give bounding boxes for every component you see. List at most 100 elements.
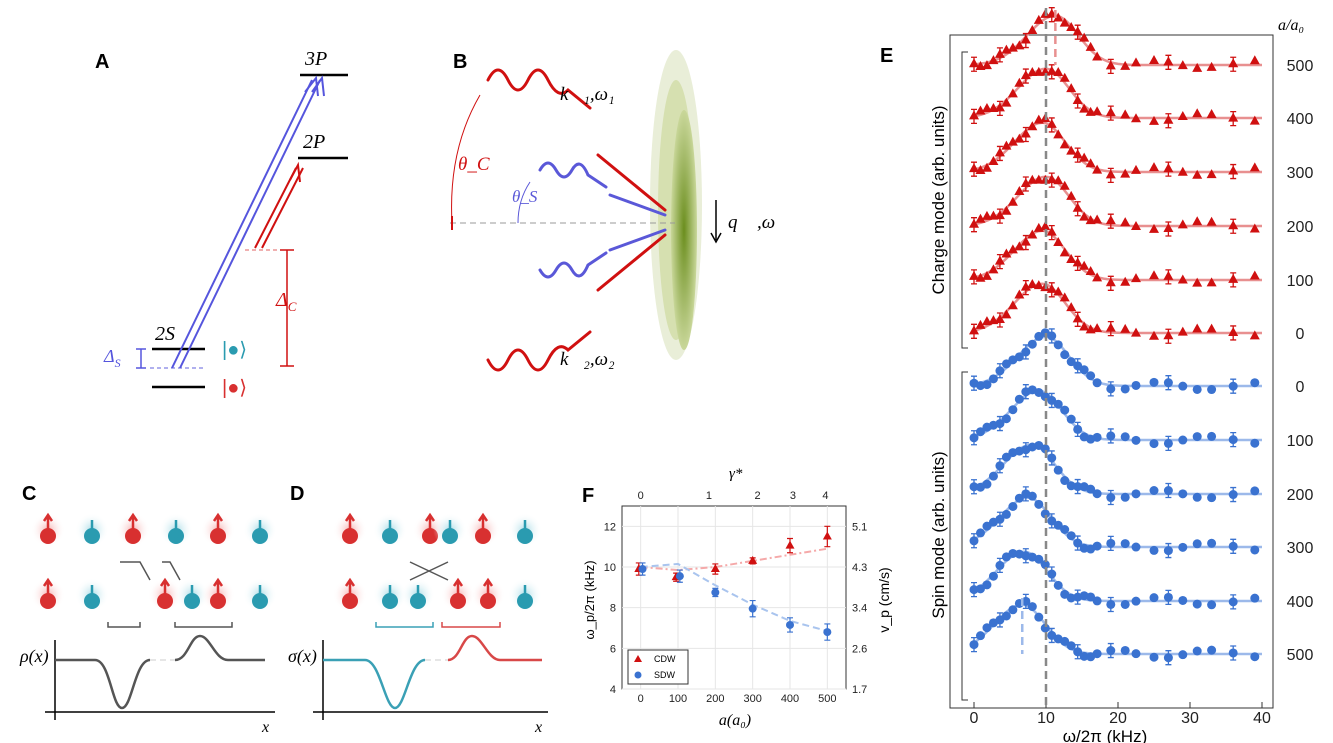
arrow-up-icon — [127, 512, 139, 532]
spin-data-point — [1207, 538, 1217, 548]
charge-data-point — [1066, 21, 1077, 31]
spin-data-point — [1027, 339, 1037, 349]
arrow-down-icon — [412, 585, 424, 605]
spin-data-point — [1163, 378, 1173, 388]
charge-data-point — [975, 105, 986, 115]
spin-data-point — [1040, 560, 1050, 570]
charge-data-point — [1066, 253, 1077, 263]
charge-data-point — [1059, 247, 1070, 257]
charge-data-point — [1072, 202, 1083, 212]
charge-data-point — [1177, 274, 1188, 284]
charge-data-point — [1053, 66, 1064, 76]
charge-data-point — [1177, 60, 1188, 70]
beam-k1-ray — [596, 153, 667, 212]
spin-data-point — [1060, 525, 1070, 535]
spin-up-atom — [480, 593, 496, 609]
spin-up-atom — [125, 528, 141, 544]
charge-data-point — [981, 210, 992, 220]
spin-data-point — [1149, 545, 1159, 555]
spin-data-point — [1086, 371, 1096, 381]
spin-data-point — [1034, 554, 1044, 564]
charge-data-point — [1033, 14, 1044, 24]
spin-data-point — [1178, 542, 1188, 552]
arrow-up-icon — [424, 512, 436, 532]
x-tick-label: 500 — [818, 693, 836, 705]
spin-bracket — [961, 371, 968, 701]
spin-data-point — [1008, 548, 1018, 558]
panel-c-label: C — [22, 483, 36, 505]
arrow-down-icon — [254, 585, 266, 605]
spin-data-point — [1106, 538, 1116, 548]
charge-data-point — [1092, 51, 1103, 61]
spin-data-point — [1053, 580, 1063, 590]
y-tick-label: 6 — [610, 643, 616, 655]
charge-data-point — [1192, 323, 1203, 333]
spin-data-point — [1008, 502, 1018, 512]
spin-data-point — [1106, 493, 1116, 503]
charge-data-point — [1131, 273, 1141, 283]
sdw-point — [823, 628, 832, 637]
spin-data-point — [982, 380, 992, 390]
charge-data-point — [1014, 241, 1025, 251]
spin-data-point — [1178, 381, 1188, 391]
spin-beam-upper-ray — [608, 193, 667, 217]
sdw-point — [638, 565, 647, 574]
charge-data-point — [1092, 214, 1103, 224]
spin-data-point — [1149, 439, 1159, 449]
spin-data-point — [1163, 546, 1173, 556]
arrow-up-icon — [42, 577, 54, 597]
charge-data-point — [1228, 326, 1239, 336]
spin-up-atom — [342, 528, 358, 544]
y-tick-label: 12 — [604, 521, 616, 533]
charge-fit-curve — [973, 67, 1262, 120]
charge-data-point — [1120, 168, 1131, 178]
atom-cloud-core — [671, 110, 697, 350]
delta-c-bracket — [280, 249, 294, 367]
charge-data-point — [1149, 270, 1159, 280]
spin-data-point — [1079, 365, 1089, 375]
charge-data-point — [1040, 221, 1051, 231]
legend: CDW SDW — [627, 649, 689, 685]
charge-data-point — [1046, 118, 1057, 128]
spin-data-point — [1001, 452, 1011, 462]
spin-up-atom — [40, 593, 56, 609]
spin-data-point — [1040, 509, 1050, 519]
spin-beam-upper-wave — [538, 161, 608, 189]
spin-data-point — [1163, 653, 1173, 663]
k1-label: k⃗₁,ω₁ — [560, 84, 615, 105]
spin-data-point — [1178, 595, 1188, 605]
charge-data-point — [1163, 114, 1174, 124]
spin-data-point — [1092, 378, 1102, 388]
charge-data-point — [981, 60, 992, 70]
spin-data-point — [1040, 392, 1050, 402]
spin-data-point — [1131, 542, 1141, 552]
spin-data-point — [1001, 359, 1011, 369]
charge-data-point — [1149, 330, 1159, 340]
charge-data-point — [1105, 169, 1116, 179]
charge-data-point — [1027, 121, 1038, 131]
spin-data-point — [1053, 340, 1063, 350]
charge-data-point — [1105, 215, 1116, 225]
panel-e-label: E — [880, 45, 893, 67]
charge-data-point — [994, 255, 1005, 265]
x-tick-label: 300 — [743, 693, 761, 705]
spin-data-point — [1047, 516, 1057, 526]
charge-data-point — [1059, 72, 1070, 82]
panel-e: E a/a₀ Charge mode (arb. units) Spin mod… — [880, 7, 1313, 743]
q-label: q⃗ ,ω — [728, 212, 775, 233]
spin-data-point — [1073, 361, 1083, 371]
spin-data-point — [1207, 431, 1217, 441]
x-axis-label: a(a₀) — [719, 712, 751, 729]
spin-data-point — [988, 471, 998, 481]
charge-data-point — [1053, 12, 1064, 22]
charge-data-point — [975, 213, 986, 223]
charge-data-point — [1249, 223, 1260, 233]
spin-data-point — [1250, 545, 1260, 555]
charge-data-point — [1020, 34, 1031, 44]
spin-data-point — [1001, 414, 1011, 424]
charge-data-point — [1020, 128, 1031, 138]
charge-data-point — [1079, 152, 1090, 162]
spin-data-point — [975, 528, 985, 538]
y-tick-label: 10 — [604, 562, 616, 574]
charge-data-point — [1206, 277, 1217, 287]
